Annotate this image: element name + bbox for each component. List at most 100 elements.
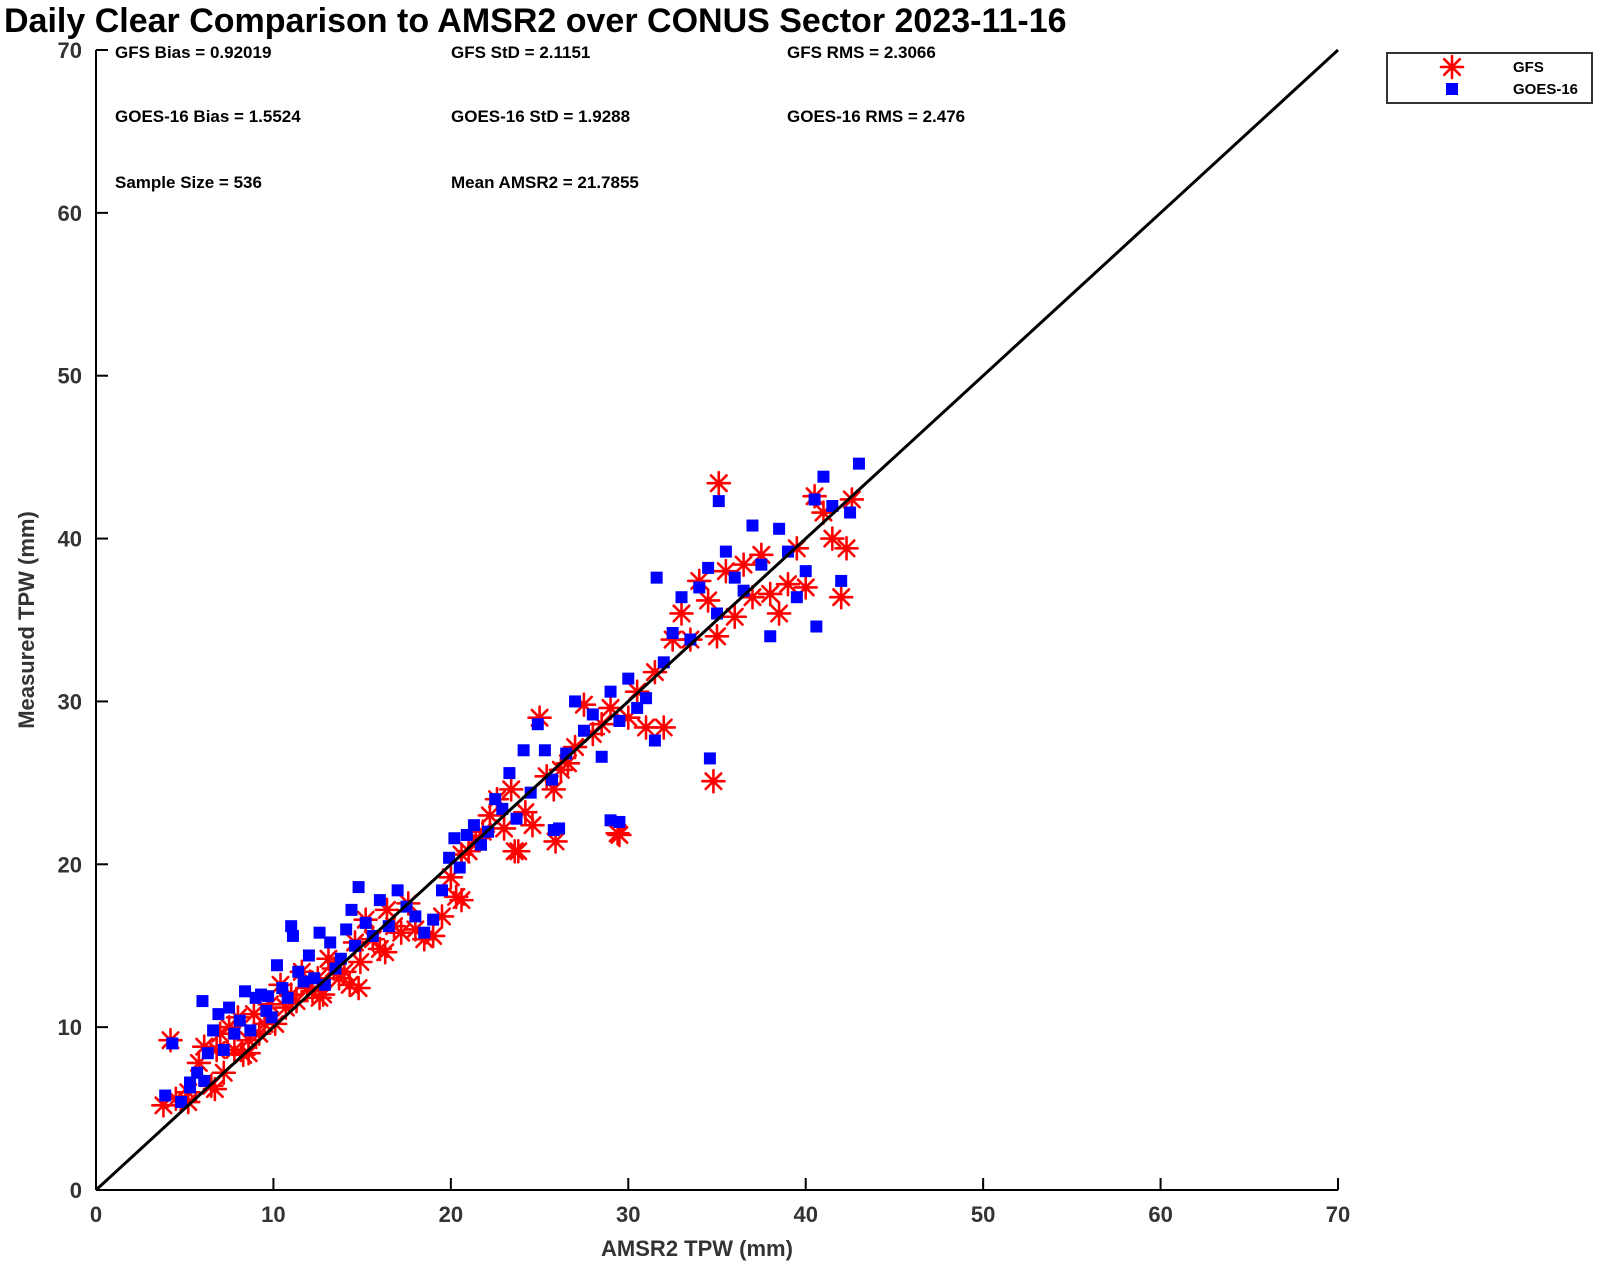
gfs-point bbox=[449, 887, 474, 913]
gfs-point bbox=[766, 601, 792, 626]
gfs-point bbox=[731, 552, 756, 577]
goes-16-point bbox=[435, 884, 448, 897]
gfs-point bbox=[834, 536, 859, 561]
goes-16-point bbox=[308, 972, 321, 985]
goes-16-point bbox=[427, 913, 440, 926]
goes-16-point bbox=[799, 565, 812, 578]
gfs-point bbox=[520, 812, 545, 838]
stat-mean-amsr2: Mean AMSR2 = 21.7855 bbox=[451, 173, 639, 192]
gfs-point bbox=[502, 838, 528, 864]
goes-16-point bbox=[852, 457, 865, 470]
goes-16-point bbox=[826, 500, 839, 512]
gfs-point bbox=[704, 623, 730, 649]
goes-16-point bbox=[201, 1047, 214, 1060]
legend-gfs-label: GFS bbox=[1513, 59, 1544, 76]
goes-16-point bbox=[166, 1037, 179, 1050]
goes-16-point bbox=[286, 929, 299, 942]
goes-16-point bbox=[835, 574, 848, 587]
goes-16-point bbox=[262, 990, 275, 1003]
goes-16-point bbox=[352, 881, 365, 894]
x-axis-label: AMSR2 TPW (mm) bbox=[601, 1236, 793, 1261]
goes-16-point bbox=[324, 936, 337, 949]
gfs-point bbox=[669, 601, 694, 626]
gfs-point bbox=[793, 575, 819, 600]
stat-goes-rms: GOES-16 RMS = 2.476 bbox=[787, 107, 965, 126]
goes-16-point bbox=[595, 750, 608, 763]
gfs-point bbox=[820, 526, 845, 551]
goes-16-point bbox=[239, 985, 252, 998]
goes-16-point bbox=[650, 571, 663, 584]
goes-16-point bbox=[198, 1074, 211, 1087]
gfs-point bbox=[346, 975, 371, 1001]
legend-box bbox=[1386, 52, 1593, 104]
goes-16-point bbox=[781, 545, 794, 558]
goes-16-point bbox=[196, 995, 209, 1008]
legend: GFS GOES-16 bbox=[1386, 52, 1593, 104]
gfs-point bbox=[701, 768, 726, 794]
goes-16-point bbox=[212, 1008, 225, 1021]
gfs-point bbox=[388, 920, 414, 945]
goes-16-point bbox=[755, 558, 768, 571]
gfs-point bbox=[372, 939, 398, 965]
goes-16-point bbox=[510, 812, 523, 825]
x-tick-label: 50 bbox=[971, 1202, 995, 1227]
goes-16-point bbox=[233, 1014, 246, 1027]
goes-16-point bbox=[443, 851, 456, 864]
gfs-point bbox=[706, 470, 732, 496]
goes-16-point bbox=[728, 571, 741, 584]
goes-16-point bbox=[569, 695, 582, 708]
goes-16-point bbox=[292, 965, 305, 978]
goes-16-point bbox=[622, 672, 635, 685]
goes-16-point bbox=[285, 920, 298, 933]
stat-gfs-rms: GFS RMS = 2.3066 bbox=[787, 43, 936, 62]
gfs-point bbox=[695, 588, 721, 613]
goes-16-point bbox=[631, 701, 644, 714]
y-axis-ticks: 0 10 20 30 40 50 60 70 bbox=[58, 38, 108, 1203]
gfs-legend-asterisk bbox=[1439, 54, 1465, 80]
one-to-one-line bbox=[94, 48, 1340, 1192]
gfs-point bbox=[828, 584, 854, 610]
goes-16-point bbox=[808, 493, 821, 506]
goes-16-point bbox=[460, 828, 473, 841]
goes-16-point bbox=[270, 959, 283, 972]
stat-goes-bias: GOES-16 Bias = 1.5524 bbox=[115, 107, 301, 126]
goes-16-point bbox=[359, 916, 372, 929]
goes-16-point bbox=[496, 802, 509, 815]
goes-16-point bbox=[666, 627, 679, 640]
goes-16-point bbox=[577, 724, 590, 737]
goes-16-point bbox=[817, 470, 830, 483]
goes-16-point bbox=[640, 692, 653, 705]
goes-16-point bbox=[207, 1024, 220, 1037]
goes-16-point bbox=[217, 1043, 230, 1056]
plot-area bbox=[94, 48, 1340, 1192]
goes-16-point bbox=[418, 926, 431, 939]
stats-annotations: GFS Bias = 0.92019 GFS StD = 2.1151 GFS … bbox=[115, 43, 965, 192]
goes-16-point bbox=[391, 884, 404, 897]
goes-16-point bbox=[844, 506, 857, 519]
goes-16-point bbox=[175, 1096, 188, 1109]
gfs-point bbox=[348, 949, 373, 975]
goes-16-point bbox=[586, 708, 599, 721]
goes-16-point bbox=[159, 1089, 172, 1102]
gfs-point bbox=[651, 715, 677, 740]
gfs-point bbox=[491, 816, 517, 841]
goes-16-point bbox=[223, 1001, 236, 1014]
goes-16-point bbox=[538, 744, 551, 757]
goes-16-point bbox=[648, 734, 661, 747]
y-tick-label: 30 bbox=[58, 689, 82, 714]
goes-16-point bbox=[531, 718, 544, 731]
goes-16-point bbox=[693, 581, 706, 594]
goes-16-point bbox=[613, 714, 626, 727]
goes-16-point bbox=[244, 1024, 257, 1037]
y-tick-label: 10 bbox=[58, 1015, 82, 1040]
y-tick-label: 0 bbox=[70, 1178, 82, 1203]
goes-16-point bbox=[545, 773, 558, 786]
gfs-point bbox=[722, 604, 748, 630]
goes-16-point bbox=[613, 815, 626, 828]
goes-16-point bbox=[719, 545, 732, 558]
y-tick-label: 50 bbox=[58, 364, 82, 389]
stat-goes-std: GOES-16 StD = 1.9288 bbox=[451, 107, 630, 126]
y-tick-label: 60 bbox=[58, 201, 82, 226]
x-tick-label: 10 bbox=[261, 1202, 285, 1227]
